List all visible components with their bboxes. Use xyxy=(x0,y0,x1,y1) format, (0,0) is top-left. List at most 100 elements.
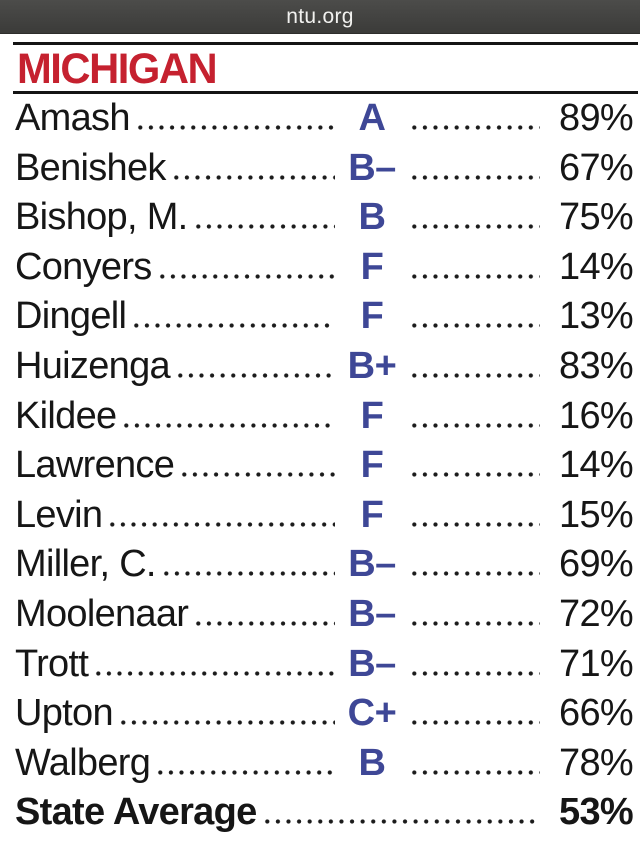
leader-dots xyxy=(134,125,335,130)
table-row: Benishek B– 67% xyxy=(15,144,633,194)
leader-dots xyxy=(107,521,335,527)
row-left: Trott xyxy=(15,643,340,686)
row-left: Huizenga xyxy=(15,345,340,388)
top-gap xyxy=(0,34,640,42)
row-left: Amash xyxy=(15,97,340,140)
member-name: Bishop, M. xyxy=(15,196,188,239)
title-wrap: MICHIGAN xyxy=(0,45,640,91)
summary-label: State Average xyxy=(15,791,257,834)
member-score: 75% xyxy=(559,196,633,239)
grade-table: Amash A 89% Benishek B– 67% Bishop, M. B… xyxy=(0,94,640,838)
member-name: Benishek xyxy=(15,146,166,189)
member-grade: B– xyxy=(348,642,396,685)
row-left: Benishek xyxy=(15,147,340,190)
member-score: 72% xyxy=(559,592,633,635)
member-grade: B– xyxy=(348,543,396,586)
member-name: Walberg xyxy=(15,741,151,784)
leader-dots xyxy=(409,125,540,130)
member-name: Miller, C. xyxy=(15,543,156,586)
member-score: 16% xyxy=(559,394,633,437)
leader-dots xyxy=(179,472,335,478)
member-score: 13% xyxy=(559,295,633,338)
leader-dots xyxy=(170,174,335,180)
table-row: Miller, C. B– 69% xyxy=(15,540,633,590)
leader-dots xyxy=(409,472,540,478)
leader-dots xyxy=(409,720,540,726)
row-left: Miller, C. xyxy=(15,543,340,586)
leader-dots xyxy=(156,273,335,279)
table-row: Kildee F 16% xyxy=(15,392,633,442)
leader-dots xyxy=(160,571,335,577)
member-grade: C+ xyxy=(347,692,397,735)
member-name: Moolenaar xyxy=(15,592,189,635)
row-left: Walberg xyxy=(15,742,340,785)
member-grade: B+ xyxy=(347,344,397,387)
table-row: Dingell F 13% xyxy=(15,292,633,342)
table-row: Upton C+ 66% xyxy=(15,689,633,739)
summary-row: State Average 53% xyxy=(15,788,633,838)
member-score: 67% xyxy=(559,146,633,189)
leader-dots xyxy=(409,571,540,577)
member-grade: F xyxy=(360,394,384,437)
member-name: Lawrence xyxy=(15,444,175,487)
leader-dots xyxy=(409,174,540,180)
member-grade: F xyxy=(360,245,384,288)
member-grade: F xyxy=(360,444,384,487)
table-row: Lawrence F 14% xyxy=(15,441,633,491)
row-left: Kildee xyxy=(15,395,340,438)
member-name: Dingell xyxy=(15,295,127,338)
leader-dots xyxy=(93,670,335,676)
leader-dots xyxy=(117,720,335,726)
row-left: Levin xyxy=(15,494,340,537)
table-row: Moolenaar B– 72% xyxy=(15,590,633,640)
member-grade: B– xyxy=(348,592,396,635)
member-score: 71% xyxy=(559,642,633,685)
member-score: 14% xyxy=(559,444,633,487)
leader-dots xyxy=(409,620,540,626)
row-left: Lawrence xyxy=(15,444,340,487)
member-grade: B xyxy=(358,741,386,784)
member-grade: A xyxy=(358,97,386,139)
member-score: 89% xyxy=(559,97,633,139)
member-grade: B xyxy=(358,196,386,239)
browser-url-bar[interactable]: ntu.org xyxy=(0,0,640,34)
leader-dots xyxy=(193,620,335,626)
leader-dots xyxy=(131,323,335,329)
leader-dots xyxy=(192,224,335,230)
leader-dots xyxy=(409,224,540,230)
member-grade: B– xyxy=(348,146,396,189)
member-name: Kildee xyxy=(15,394,117,437)
table-row: Bishop, M. B 75% xyxy=(15,193,633,243)
member-score: 78% xyxy=(559,741,633,784)
leader-dots xyxy=(261,819,540,825)
leader-dots xyxy=(409,769,540,775)
leader-dots xyxy=(409,273,540,279)
leader-dots xyxy=(409,521,540,527)
member-name: Upton xyxy=(15,692,114,735)
member-score: 66% xyxy=(559,692,633,735)
row-left: Moolenaar xyxy=(15,593,340,636)
leader-dots xyxy=(409,422,540,428)
leader-dots xyxy=(174,372,335,378)
table-row: Walberg B 78% xyxy=(15,739,633,789)
divider-bottom xyxy=(13,91,638,94)
page-title: MICHIGAN xyxy=(17,45,218,91)
row-left: Dingell xyxy=(15,295,340,338)
divider-top xyxy=(13,42,638,45)
member-name: Amash xyxy=(15,97,130,139)
member-grade: F xyxy=(360,493,384,536)
row-left: Bishop, M. xyxy=(15,196,340,239)
table-row: Trott B– 71% xyxy=(15,640,633,690)
leader-dots xyxy=(409,323,540,329)
url-text: ntu.org xyxy=(286,4,354,28)
member-score: 14% xyxy=(559,245,633,288)
member-score: 69% xyxy=(559,543,633,586)
member-score: 15% xyxy=(559,493,633,536)
table-row: Amash A 89% xyxy=(15,94,633,144)
leader-dots xyxy=(121,422,335,428)
leader-dots xyxy=(409,372,540,378)
row-left: Conyers xyxy=(15,246,340,289)
member-name: Huizenga xyxy=(15,344,171,387)
member-name: Trott xyxy=(15,642,89,685)
table-row: Huizenga B+ 83% xyxy=(15,342,633,392)
